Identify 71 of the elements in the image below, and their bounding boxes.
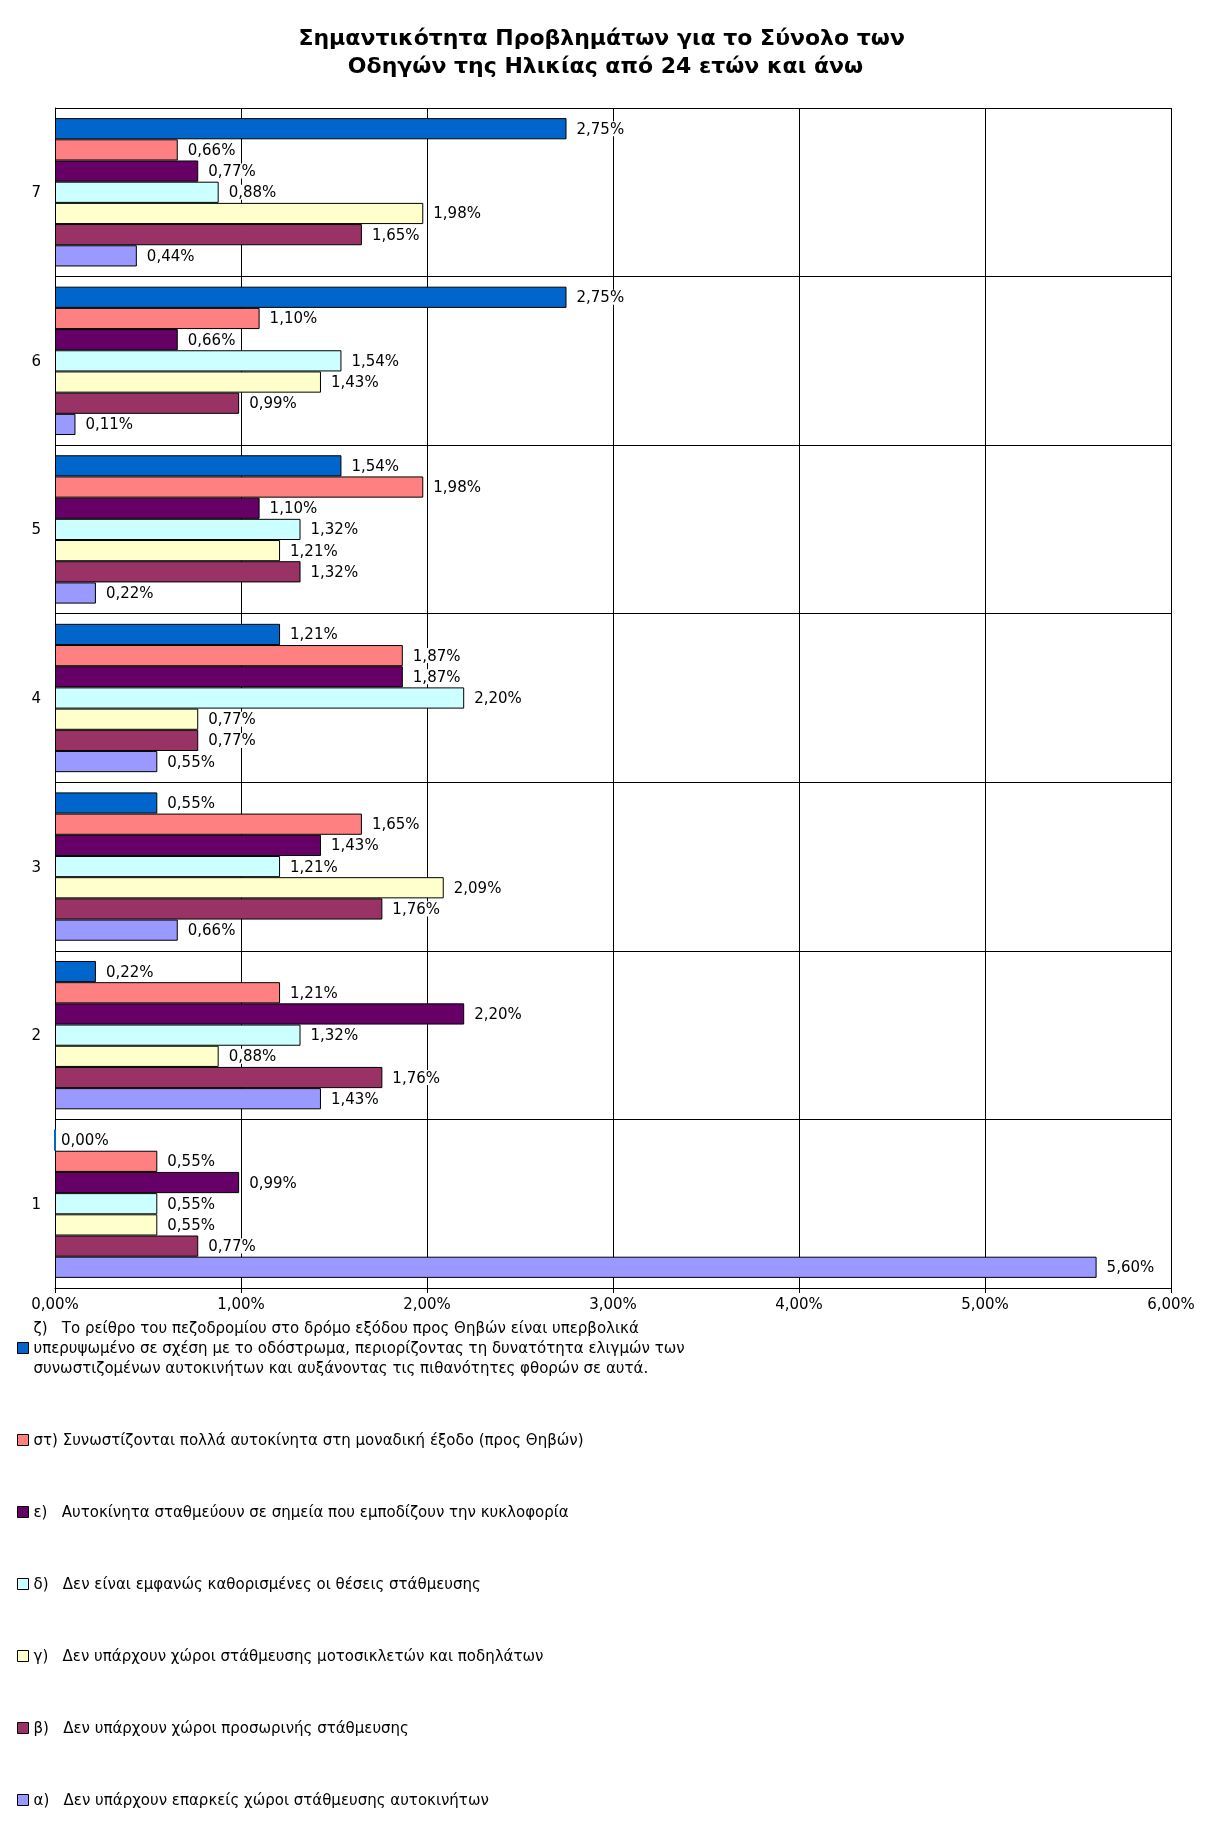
x-tick-label: 0,00% <box>31 1294 79 1313</box>
data-label: 0,77% <box>208 731 256 750</box>
data-label: 0,44% <box>146 246 195 265</box>
data-label: 0,22% <box>105 584 154 602</box>
x-tick-label: 5,00% <box>961 1294 1009 1313</box>
data-label: 0,77% <box>208 1237 256 1256</box>
data-label: 1,32% <box>310 562 359 581</box>
data-label: 1,43% <box>330 373 379 392</box>
data-label: 1,98% <box>433 204 481 223</box>
data-label: 1,43% <box>330 836 379 855</box>
data-label: 1,87% <box>412 646 461 665</box>
y-tick-label: 6 <box>31 351 41 370</box>
data-label: 1,10% <box>269 499 318 518</box>
legend-label: β) Δεν υπάρχουν χώροι προσωρινής στάθμευσης <box>33 1719 409 1737</box>
data-label: 1,10% <box>269 309 318 328</box>
data-label: 1,21% <box>290 983 338 1002</box>
data-label: 1,65% <box>371 225 420 244</box>
data-label: 0,22% <box>105 962 154 981</box>
data-label: 0,88% <box>228 183 277 202</box>
data-label: 1,54% <box>351 351 400 370</box>
data-label: 1,54% <box>351 456 400 475</box>
data-label: 0,66% <box>187 140 236 159</box>
chart-title: Σημαντικότητα Προβλημάτων για το Σύνολο των Οδηγών της Ηλικίας από 24 ετών και άνω <box>298 24 913 78</box>
y-tick-label: 3 <box>31 857 41 876</box>
y-tick-label: 7 <box>31 183 41 202</box>
legend-label: ε) Αυτοκίνητα σταθμεύουν σε σημεία που εμποδίζουν την κυκλοφορία <box>33 1503 569 1521</box>
x-tick-label: 4,00% <box>775 1294 823 1313</box>
data-label: 1,21% <box>290 625 338 644</box>
data-label: 1,32% <box>310 1026 359 1045</box>
data-label: 1,87% <box>412 667 461 686</box>
data-label: 2,75% <box>576 119 625 138</box>
data-label: 0,66% <box>187 921 236 940</box>
legend-label: ζ) Το ρείθρο του πεζοδρομίου στο δρόμο εξόδου προς Θηβών είναι υπερβολικά υπερυψωμένο σε σχέση με το οδόστρωμα, περιορίζοντας τη δυνατότητα ελιγμών των συνωστιζομένων αυτοκινήτων και αυξάνοντας τις πιθανότητες φθορών σε αυτά. <box>33 1319 690 1377</box>
data-label: 0,55% <box>167 794 215 812</box>
y-tick-label: 1 <box>31 1194 41 1213</box>
legend-label: στ) Συνωστίζονται πολλά αυτοκίνητα στη μοναδική έξοδο (προς Θηβών) <box>33 1431 584 1449</box>
data-label: 5,60% <box>1106 1258 1155 1277</box>
data-label: 0,00% <box>61 1131 109 1150</box>
data-label: 2,20% <box>474 689 522 707</box>
legend-label: δ) Δεν είναι εμφανώς καθορισμένες οι θέσεις στάθμευσης <box>33 1575 481 1593</box>
data-label: 1,43% <box>330 1089 379 1108</box>
data-label: 0,77% <box>208 162 256 181</box>
data-label: 2,09% <box>453 878 502 897</box>
legend-label: γ) Δεν υπάρχουν χώροι στάθμευσης μοτοσικλετών και ποδηλάτων <box>33 1647 544 1665</box>
x-tick-label: 2,00% <box>403 1294 451 1313</box>
data-label: 1,32% <box>310 520 359 539</box>
data-label: 1,76% <box>392 899 441 918</box>
data-label: 0,55% <box>167 1152 215 1171</box>
data-label: 1,65% <box>371 815 420 834</box>
data-label: 0,55% <box>167 752 215 771</box>
data-label: 0,66% <box>187 330 236 349</box>
x-tick-label: 6,00% <box>1147 1294 1195 1313</box>
y-tick-label: 5 <box>31 520 41 539</box>
data-label: 2,75% <box>576 288 625 307</box>
data-label: 0,55% <box>167 1215 215 1234</box>
data-label: 0,99% <box>249 394 297 413</box>
data-label: 0,11% <box>85 415 134 434</box>
y-tick-label: 4 <box>31 689 41 707</box>
data-label: 2,20% <box>474 1004 522 1023</box>
data-label: 0,88% <box>228 1047 277 1066</box>
data-label: 1,76% <box>392 1068 441 1087</box>
x-tick-label: 3,00% <box>589 1294 637 1313</box>
y-tick-label: 2 <box>31 1026 41 1045</box>
x-tick-label: 1,00% <box>217 1294 265 1313</box>
legend-label: α) Δεν υπάρχουν επαρκείς χώροι στάθμευσης αυτοκινήτων <box>33 1791 489 1809</box>
data-label: 1,98% <box>433 478 481 497</box>
data-label: 1,21% <box>290 857 338 876</box>
data-label: 0,77% <box>208 710 256 729</box>
data-label: 1,21% <box>290 541 338 560</box>
data-label: 0,55% <box>167 1194 215 1213</box>
data-label: 0,99% <box>249 1173 297 1192</box>
